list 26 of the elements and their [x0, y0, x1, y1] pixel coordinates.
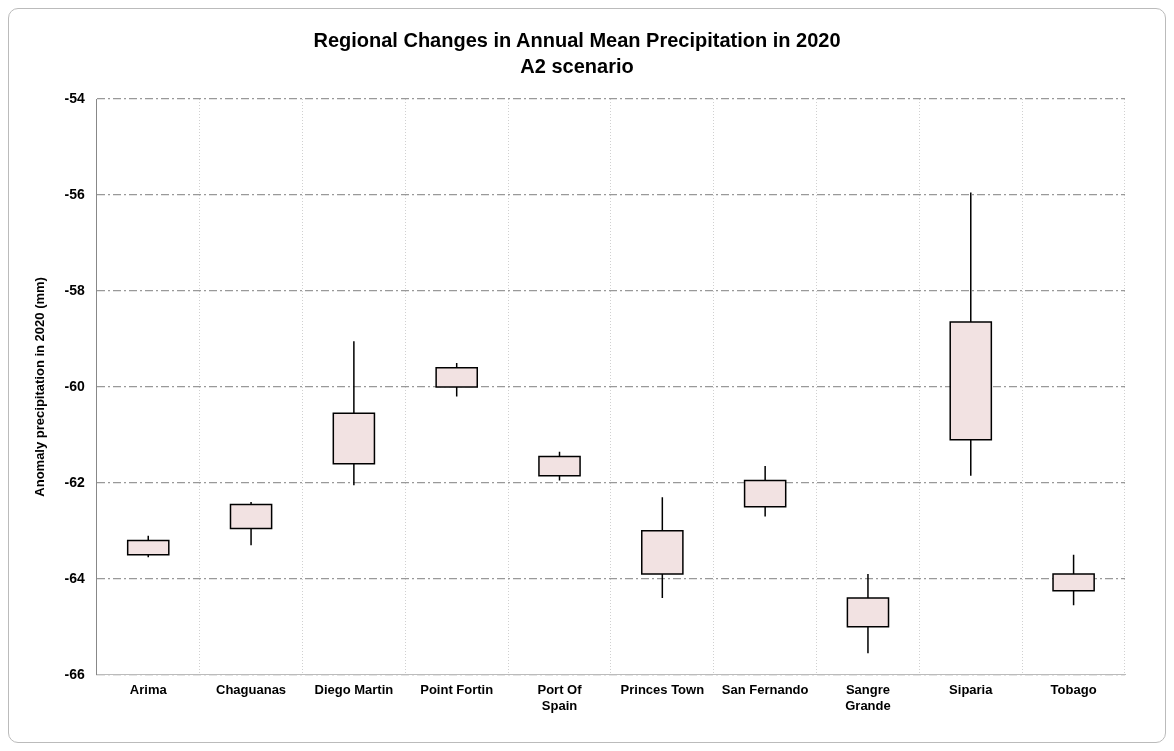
x-tick-label: Arima	[129, 682, 168, 698]
candlestick	[949, 191, 993, 477]
chart-title: Regional Changes in Annual Mean Precipitation in 2020	[313, 28, 841, 51]
y-tick-label: -64	[64, 569, 86, 586]
x-tick-label: San Fernando	[721, 682, 809, 698]
candlestick	[229, 501, 273, 546]
x-tick-label: Port Of Spain	[537, 682, 583, 713]
candlestick	[743, 465, 787, 518]
candlestick	[641, 496, 684, 599]
y-tick-label: -66	[64, 665, 86, 682]
x-tick-label: Tobago	[1050, 682, 1097, 698]
y-tick-label: -54	[64, 89, 86, 106]
x-tick-label: Diego Martin	[314, 682, 394, 698]
candlestick	[846, 573, 890, 654]
x-tick-label: Point Fortin	[420, 682, 494, 698]
y-axis-title: Anomaly precipitation in 2020 (mm)	[32, 277, 48, 497]
y-tick-label: -58	[64, 281, 86, 298]
y-tick-label: -60	[64, 377, 86, 394]
x-tick-label: Siparia	[949, 682, 994, 698]
y-tick-label: -62	[64, 473, 86, 490]
x-tick-label: Princes Town	[620, 682, 705, 698]
candlestick	[332, 340, 376, 487]
y-tick-label: -56	[64, 185, 86, 202]
x-tick-label: Chaguanas	[216, 682, 287, 698]
chart-subtitle: A2 scenario	[520, 54, 634, 77]
x-tick-label: Sangre Grande	[845, 682, 891, 713]
